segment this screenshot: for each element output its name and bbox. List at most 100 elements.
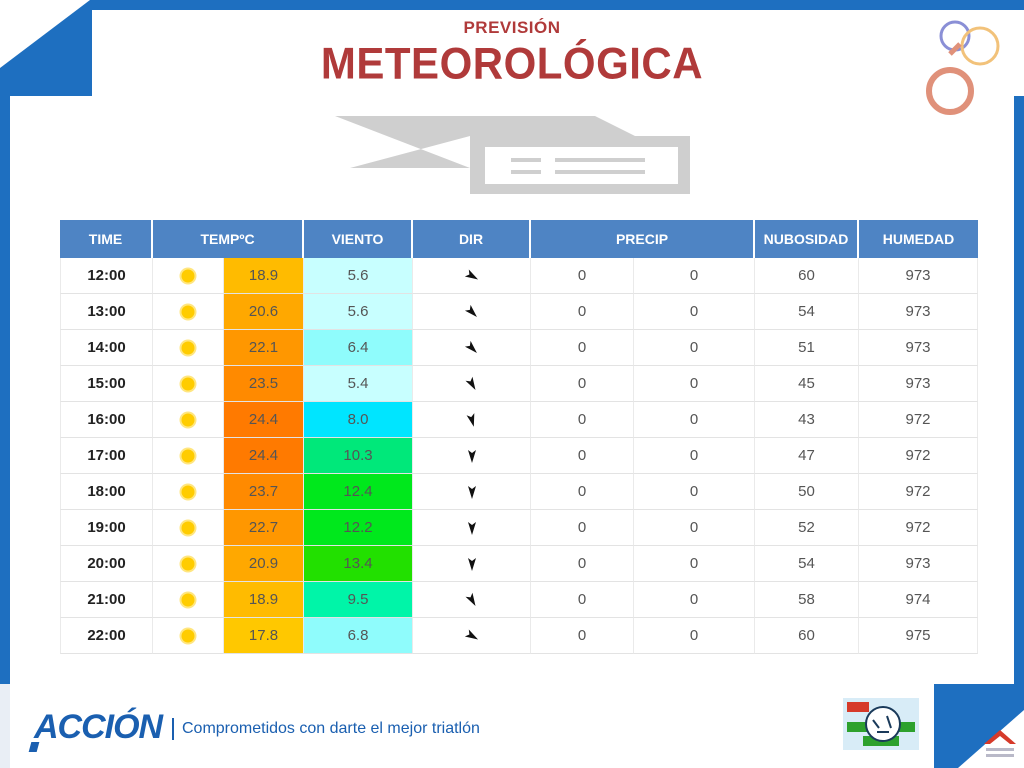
wind-arrow-icon [467, 522, 476, 536]
cell-temp: 17.8 [224, 618, 304, 654]
cell-wind: 6.8 [304, 618, 413, 654]
cell-weather-icon [153, 546, 224, 582]
cell-time: 19:00 [60, 510, 153, 546]
sun-icon [179, 339, 197, 356]
wind-arrow-icon [464, 269, 478, 280]
slogan-label: Comprometidos con darte el mejor triatló… [182, 720, 480, 737]
page-title: METEOROLÓGICA [320, 38, 704, 89]
cell-humidity: 974 [859, 582, 978, 618]
rings-logo-icon [926, 20, 1000, 115]
cell-precip-prob: 0 [634, 438, 755, 474]
cell-weather-icon [153, 366, 224, 402]
table-row: 12:00 18.9 5.6 0 0 60 973 [60, 258, 978, 294]
cell-temp: 24.4 [224, 402, 304, 438]
cell-cloud: 50 [755, 474, 859, 510]
cell-dir [413, 438, 531, 474]
cell-precip-prob: 0 [634, 258, 755, 294]
cell-precip: 0 [531, 366, 634, 402]
wind-arrow-icon [464, 304, 477, 317]
cell-cloud: 60 [755, 618, 859, 654]
sun-icon [179, 267, 197, 284]
cell-time: 16:00 [60, 402, 153, 438]
wind-arrow-icon [465, 376, 475, 391]
cell-weather-icon [153, 510, 224, 546]
col-dir: DIR [413, 220, 531, 258]
triathlon-badge-icon [843, 698, 919, 750]
cell-cloud: 47 [755, 438, 859, 474]
forecast-table: TIME TEMPºC VIENTO DIR PRECIP NUBOSIDAD … [60, 220, 978, 654]
col-temp: TEMPºC [153, 220, 304, 258]
cell-precip-prob: 0 [634, 510, 755, 546]
cell-humidity: 972 [859, 510, 978, 546]
cell-cloud: 54 [755, 294, 859, 330]
cell-time: 15:00 [60, 366, 153, 402]
frame-left-band [0, 96, 10, 686]
cell-wind: 5.6 [304, 258, 413, 294]
cell-precip-prob: 0 [634, 366, 755, 402]
cell-dir [413, 582, 531, 618]
cell-temp: 23.7 [224, 474, 304, 510]
cell-dir [413, 402, 531, 438]
wind-arrow-icon [466, 413, 474, 427]
cell-dir [413, 330, 531, 366]
cell-humidity: 972 [859, 438, 978, 474]
sun-icon [179, 411, 197, 428]
cell-weather-icon [153, 438, 224, 474]
cell-precip-prob: 0 [634, 402, 755, 438]
cell-wind: 8.0 [304, 402, 413, 438]
cell-humidity: 973 [859, 366, 978, 402]
cell-precip: 0 [531, 474, 634, 510]
sun-icon [179, 627, 197, 644]
cell-humidity: 973 [859, 546, 978, 582]
sun-icon [179, 519, 197, 536]
cell-wind: 12.2 [304, 510, 413, 546]
cell-precip: 0 [531, 294, 634, 330]
table-header: TIME TEMPºC VIENTO DIR PRECIP NUBOSIDAD … [60, 220, 978, 258]
cell-cloud: 52 [755, 510, 859, 546]
cell-weather-icon [153, 258, 224, 294]
col-humidity: HUMEDAD [859, 220, 978, 258]
cell-cloud: 54 [755, 546, 859, 582]
cell-weather-icon [153, 582, 224, 618]
table-row: 19:00 22.7 12.2 0 0 52 972 [60, 510, 978, 546]
cell-time: 21:00 [60, 582, 153, 618]
slogan-divider [172, 718, 174, 740]
brand-mark [28, 742, 40, 752]
cell-precip: 0 [531, 258, 634, 294]
cell-humidity: 973 [859, 294, 978, 330]
sun-icon [179, 303, 197, 320]
frame-right-band [1014, 96, 1024, 686]
table-row: 18:00 23.7 12.4 0 0 50 972 [60, 474, 978, 510]
cell-wind: 12.4 [304, 474, 413, 510]
col-precip: PRECIP [531, 220, 755, 258]
cell-wind: 5.4 [304, 366, 413, 402]
cell-temp: 22.1 [224, 330, 304, 366]
cell-time: 22:00 [60, 618, 153, 654]
cell-cloud: 43 [755, 402, 859, 438]
cell-dir [413, 366, 531, 402]
cell-dir [413, 258, 531, 294]
cell-precip-prob: 0 [634, 546, 755, 582]
cell-wind: 13.4 [304, 546, 413, 582]
cell-temp: 22.7 [224, 510, 304, 546]
cell-precip: 0 [531, 546, 634, 582]
cell-humidity: 975 [859, 618, 978, 654]
cell-cloud: 58 [755, 582, 859, 618]
table-row: 14:00 22.1 6.4 0 0 51 973 [60, 330, 978, 366]
cell-temp: 20.9 [224, 546, 304, 582]
cell-cloud: 51 [755, 330, 859, 366]
cell-cloud: 60 [755, 258, 859, 294]
cell-cloud: 45 [755, 366, 859, 402]
cell-wind: 10.3 [304, 438, 413, 474]
cell-time: 18:00 [60, 474, 153, 510]
cell-temp: 20.6 [224, 294, 304, 330]
cell-precip-prob: 0 [634, 294, 755, 330]
cell-temp: 18.9 [224, 258, 304, 294]
table-row: 17:00 24.4 10.3 0 0 47 972 [60, 438, 978, 474]
sun-icon [179, 375, 197, 392]
cell-time: 13:00 [60, 294, 153, 330]
table-row: 22:00 17.8 6.8 0 0 60 975 [60, 618, 978, 654]
cell-precip: 0 [531, 510, 634, 546]
cell-temp: 23.5 [224, 366, 304, 402]
cell-humidity: 973 [859, 330, 978, 366]
